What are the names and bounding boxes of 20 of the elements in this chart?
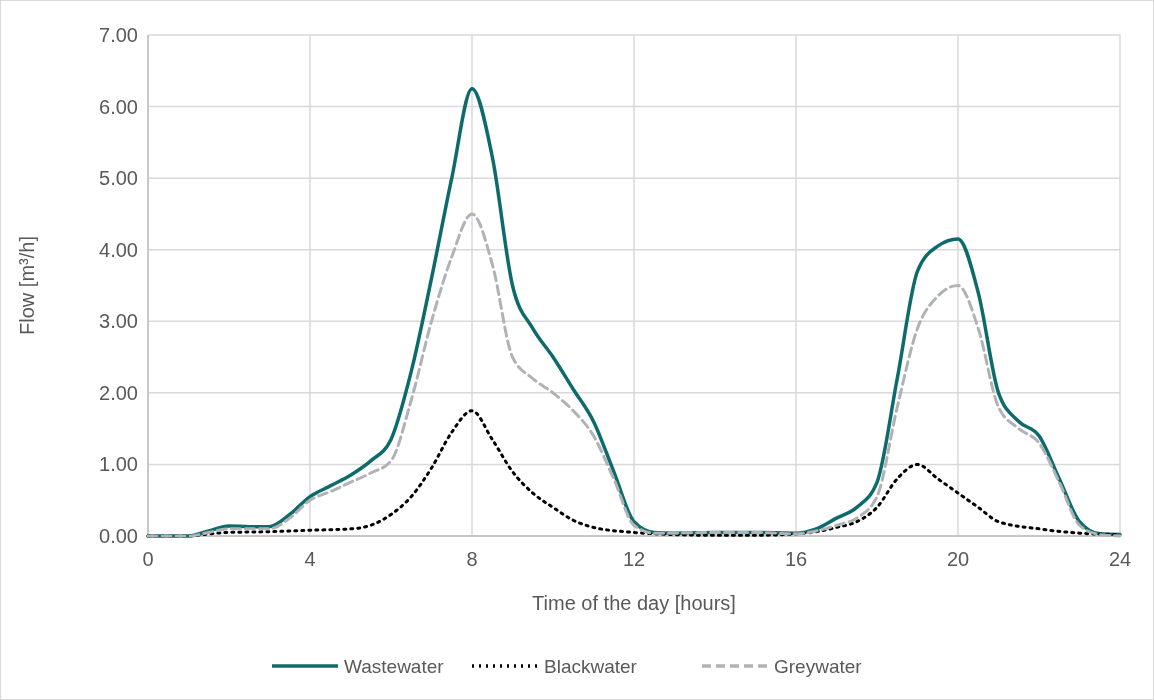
x-axis-title: Time of the day [hours]: [532, 592, 736, 614]
y-tick-label: 2.00: [99, 381, 138, 404]
y-tick-label: 0.00: [99, 525, 138, 547]
legend-label: Blackwater: [544, 655, 638, 677]
x-tick-label: 4: [304, 548, 316, 570]
x-tick-label: 0: [142, 548, 154, 570]
y-tick-label: 1.00: [99, 453, 138, 476]
y-tick-label: 3.00: [99, 310, 138, 333]
legend-label: Greywater: [774, 655, 863, 677]
y-tick-label: 6.00: [99, 95, 138, 118]
x-tick-label: 20: [946, 548, 970, 570]
x-tick-label: 24: [1108, 548, 1132, 570]
x-tick-label: 8: [466, 548, 478, 570]
y-tick-label: 4.00: [99, 238, 138, 261]
x-tick-label: 12: [622, 548, 646, 570]
y-tick-label: 5.00: [99, 167, 138, 190]
legend-label: Wastewater: [344, 655, 445, 677]
y-axis-title: Flow [m³/h]: [16, 236, 38, 335]
x-tick-label: 16: [784, 548, 808, 570]
y-tick-label: 7.00: [99, 24, 138, 46]
